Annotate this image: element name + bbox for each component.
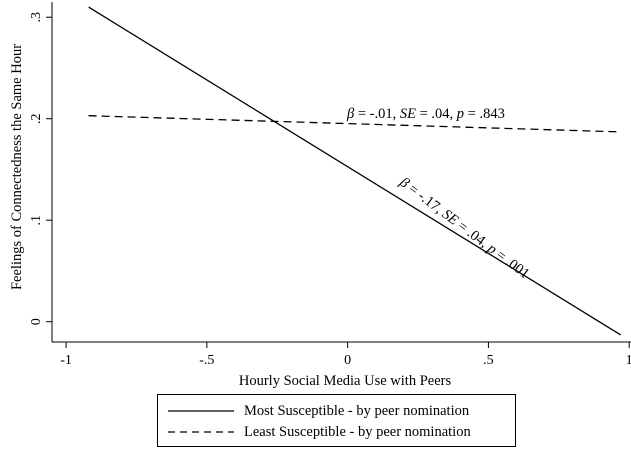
annotation-part: = .843 — [464, 106, 505, 122]
x-axis-title: Hourly Social Media Use with Peers — [239, 373, 452, 389]
x-tick-label: -.5 — [199, 353, 214, 368]
legend-swatch-dashed — [168, 431, 234, 433]
annotation-least: β = -.01, SE = .04, p = .843 — [346, 106, 505, 122]
annotation-most: β = -.17, SE = .04, p = .001 — [396, 174, 532, 282]
annotation-part: SE — [439, 206, 462, 229]
annotation-part: = -.01, — [354, 106, 400, 122]
series-line-most-susceptible — [88, 6, 622, 336]
x-tick-label: 1 — [626, 353, 631, 368]
annotation-part: = -.17, — [402, 179, 448, 219]
legend-label: Most Susceptible - by peer nomination — [244, 402, 470, 419]
legend-item-most-susceptible: Most Susceptible - by peer nomination — [168, 401, 469, 421]
plot-area: -1 -.5 0 .5 1 0 .1 .2 .3 β = -.01, SE = .04, p = … — [29, 2, 631, 368]
y-axis-title: Feelings of Connectedness the Same Hour — [9, 44, 25, 290]
y-tick-label: .3 — [29, 12, 44, 23]
x-tick-label: 0 — [344, 353, 351, 368]
annotation-part: = .04, — [416, 106, 457, 122]
legend-swatch-solid — [168, 410, 234, 412]
y-tick-label: 0 — [29, 318, 44, 325]
legend-label: Least Susceptible - by peer nomination — [244, 423, 471, 440]
annotation-part: β — [346, 106, 355, 122]
legend-item-least-susceptible: Least Susceptible - by peer nomination — [168, 422, 471, 442]
annotation-part: p — [456, 106, 464, 122]
annotation-part: = .001 — [490, 245, 532, 282]
x-tick-label: -1 — [60, 353, 72, 368]
chart: -1 -.5 0 .5 1 0 .1 .2 .3 β = -.01, SE = .04, p = … — [9, 2, 631, 389]
series-line-least-susceptible — [88, 115, 621, 133]
legend: Most Susceptible - by peer nomination Le… — [157, 394, 516, 447]
y-tick-label: .2 — [29, 113, 44, 124]
x-tick-label: .5 — [483, 353, 494, 368]
y-tick-label: .1 — [29, 215, 44, 226]
annotation-part: SE — [400, 106, 416, 122]
